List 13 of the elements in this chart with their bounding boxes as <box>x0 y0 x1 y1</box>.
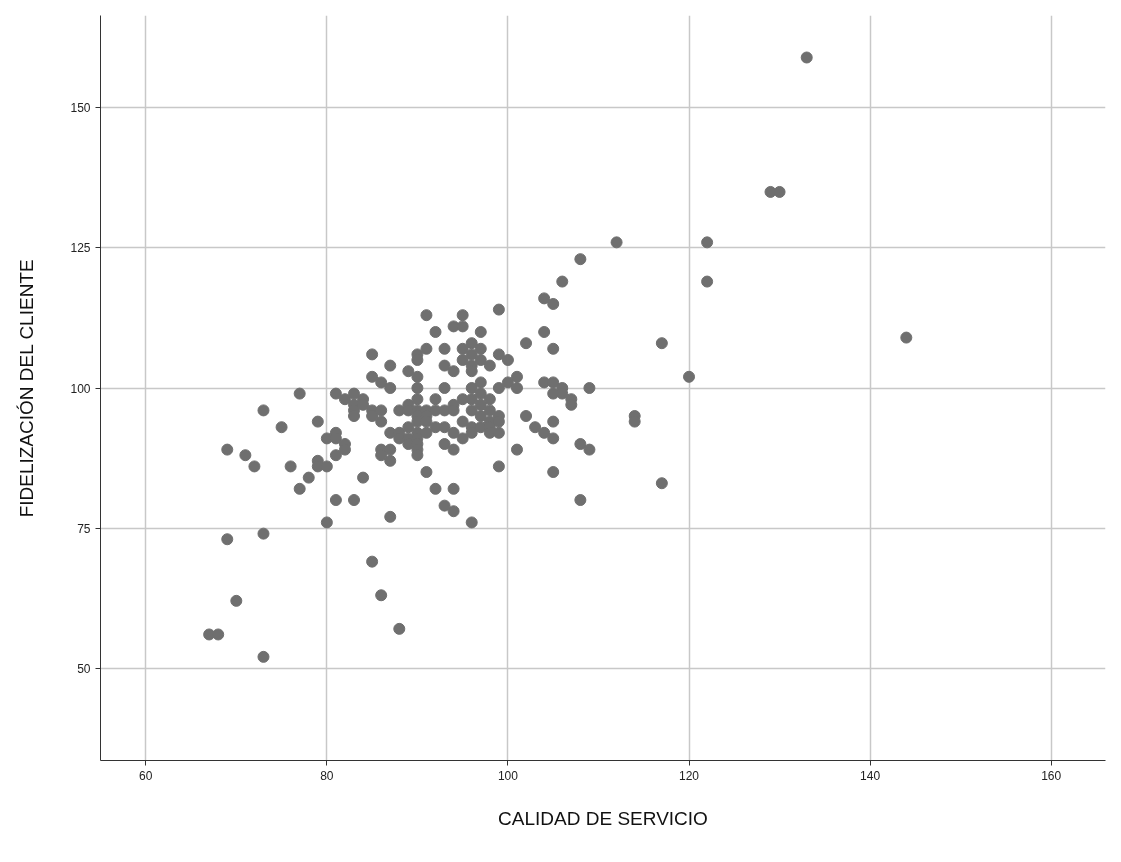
x-axis-title: CALIDAD DE SERVICIO <box>498 807 708 829</box>
x-tick-label: 120 <box>679 768 700 783</box>
x-tick-label: 60 <box>139 768 153 783</box>
x-tick-label: 100 <box>497 768 519 783</box>
x-tick-label: 160 <box>1041 768 1062 783</box>
y-tick-label: 150 <box>70 101 91 116</box>
x-tick-label: 80 <box>320 768 334 783</box>
y-tick-label: 75 <box>77 521 91 536</box>
y-tick-label: 125 <box>70 241 91 256</box>
x-tick-label: 140 <box>860 768 881 783</box>
y-axis-title: FIDELIZACIÓN DEL CLIENTE <box>16 259 38 518</box>
y-tick-label: 100 <box>70 381 91 396</box>
y-tick-label: 50 <box>77 661 91 676</box>
